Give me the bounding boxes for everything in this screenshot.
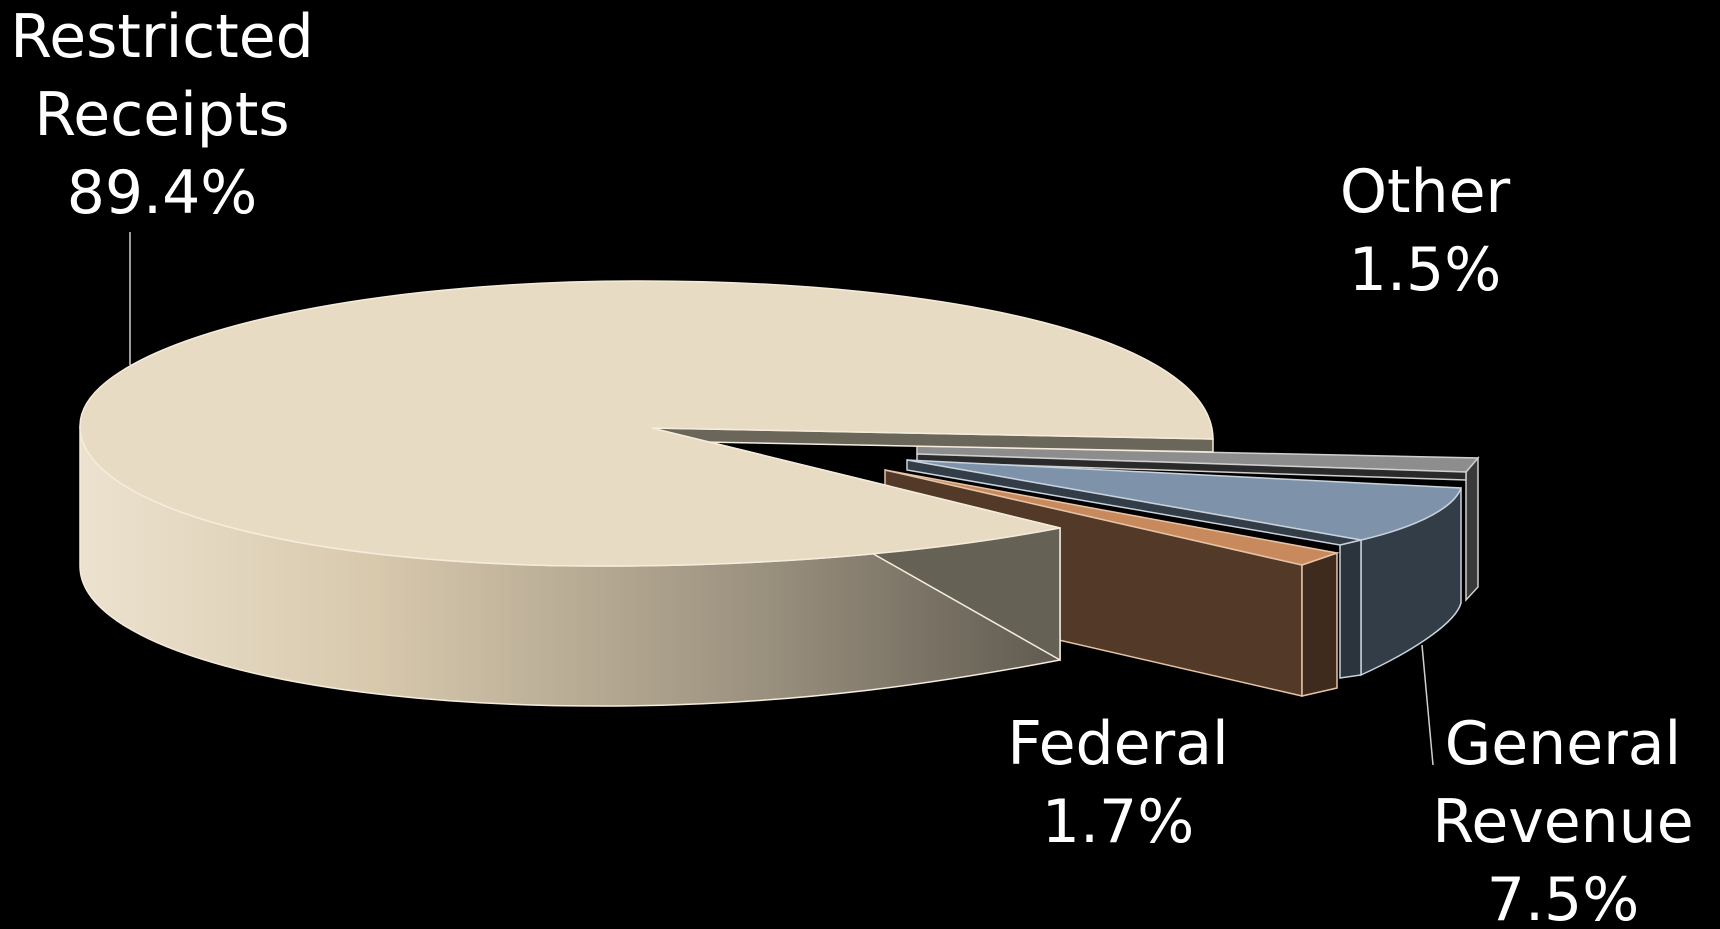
pie-slice-federal-top <box>884 469 1340 566</box>
label-general-revenue: General Revenue 7.5% <box>1432 709 1693 929</box>
pie-slice-general-revenue-top <box>906 459 1463 541</box>
label-other-pct: 1.5% <box>1349 235 1501 305</box>
pie-slice-general-revenue <box>906 459 1463 679</box>
pie-slice-general-revenue-edge <box>906 459 1362 546</box>
label-federal: Federal 1.7% <box>1007 709 1228 857</box>
leader-line-general <box>1421 644 1434 766</box>
pie-slice-other-side <box>1465 455 1479 602</box>
label-other-line1: Other <box>1340 157 1511 227</box>
label-restricted-pct: 89.4% <box>67 158 258 228</box>
label-federal-line1: Federal <box>1007 709 1228 779</box>
pie-slice-federal-side <box>1301 551 1338 697</box>
label-restricted-line1: Restricted <box>10 2 314 72</box>
pie-slice-other-front <box>916 453 1467 481</box>
pie-slice-general-revenue-front <box>1339 539 1362 679</box>
label-restricted-line2: Receipts <box>34 80 289 150</box>
pie-slice-restricted-receipts <box>79 280 1214 707</box>
label-general-line2: Revenue <box>1432 787 1693 857</box>
label-other: Other 1.5% <box>1340 157 1511 305</box>
label-federal-pct: 1.7% <box>1042 787 1194 857</box>
label-general-line1: General <box>1445 709 1681 779</box>
pie-slice-other <box>916 445 1480 602</box>
label-general-pct: 7.5% <box>1487 865 1639 929</box>
pie-slice-restricted-receipts-top <box>79 280 1214 567</box>
label-restricted-receipts: Restricted Receipts 89.4% <box>10 2 314 228</box>
